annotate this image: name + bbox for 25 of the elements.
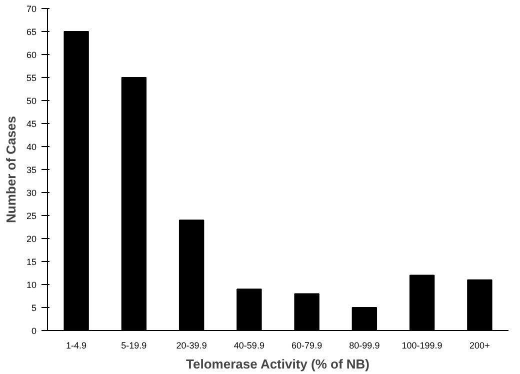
y-tick-label: 50 bbox=[26, 96, 37, 106]
y-tick-label: 30 bbox=[26, 188, 37, 198]
y-tick-label: 60 bbox=[26, 50, 37, 60]
x-tick-label: 80-99.9 bbox=[349, 340, 380, 350]
x-tick-label: 200+ bbox=[470, 340, 490, 350]
x-tick-label: 1-4.9 bbox=[66, 340, 87, 350]
y-tick-label: 70 bbox=[26, 4, 37, 14]
y-tick-label: 65 bbox=[26, 27, 37, 37]
y-tick-label: 45 bbox=[26, 119, 37, 129]
x-tick-label: 40-59.9 bbox=[234, 340, 264, 350]
y-tick-label: 10 bbox=[26, 280, 37, 290]
x-tick-label: 5-19.9 bbox=[121, 340, 147, 350]
y-tick-label: 20 bbox=[26, 234, 37, 244]
y-tick-label: 25 bbox=[26, 211, 37, 221]
y-axis-title: Number of Cases bbox=[3, 116, 18, 223]
y-tick-label: 35 bbox=[26, 165, 37, 175]
x-tick-label: 60-79.9 bbox=[292, 340, 322, 350]
x-axis-title: Telomerase Activity (% of NB) bbox=[186, 356, 370, 372]
x-tick-label: 20-39.9 bbox=[176, 340, 207, 350]
y-tick-label: 5 bbox=[31, 303, 37, 313]
y-tick-label: 55 bbox=[26, 73, 37, 83]
y-tick-label: 0 bbox=[31, 326, 37, 336]
y-tick-label: 15 bbox=[26, 257, 37, 267]
y-tick-label: 40 bbox=[26, 142, 37, 152]
x-tick-label: 100-199.9 bbox=[402, 340, 442, 350]
